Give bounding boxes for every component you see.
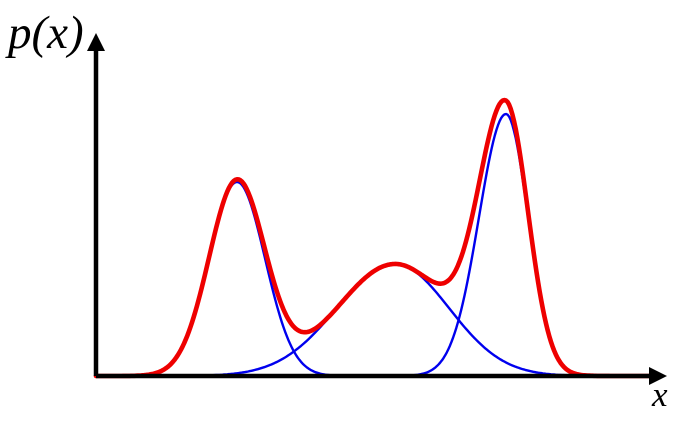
svg-text:p(x): p(x): [5, 7, 84, 59]
svg-text:x: x: [651, 375, 668, 414]
